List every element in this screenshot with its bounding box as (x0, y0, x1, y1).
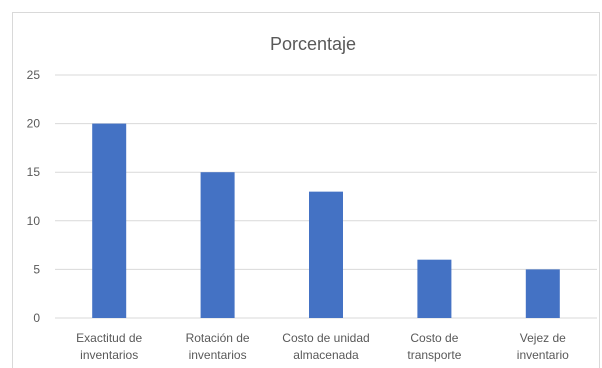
x-category-label: Costo de (410, 331, 458, 345)
x-category-label: transporte (407, 348, 461, 362)
bar (200, 172, 235, 318)
y-axis-ticks: 0 5 10 15 20 25 (27, 68, 41, 325)
y-tick-label: 20 (27, 117, 41, 131)
x-category-label: inventarios (80, 348, 138, 362)
x-category-label: inventario (517, 348, 569, 362)
x-category-label: Rotación de (186, 331, 250, 345)
x-category-label: almacenada (293, 348, 359, 362)
y-tick-label: 5 (33, 262, 40, 276)
y-tick-label: 15 (27, 165, 41, 179)
bar (417, 259, 452, 318)
chart-title: Porcentaje (270, 34, 356, 54)
y-tick-label: 0 (33, 311, 40, 325)
x-category-label: inventarios (189, 348, 247, 362)
bar (92, 123, 127, 318)
y-tick-label: 25 (27, 68, 41, 82)
x-axis-labels: Exactitud de inventarios Rotación de invent… (76, 331, 569, 362)
bars (92, 123, 560, 318)
x-category-label: Exactitud de (76, 331, 142, 345)
x-category-label: Costo de unidad (282, 331, 369, 345)
bar (309, 191, 343, 318)
x-category-label: Vejez de (520, 331, 566, 345)
y-tick-label: 10 (27, 214, 41, 228)
bar (525, 269, 560, 318)
